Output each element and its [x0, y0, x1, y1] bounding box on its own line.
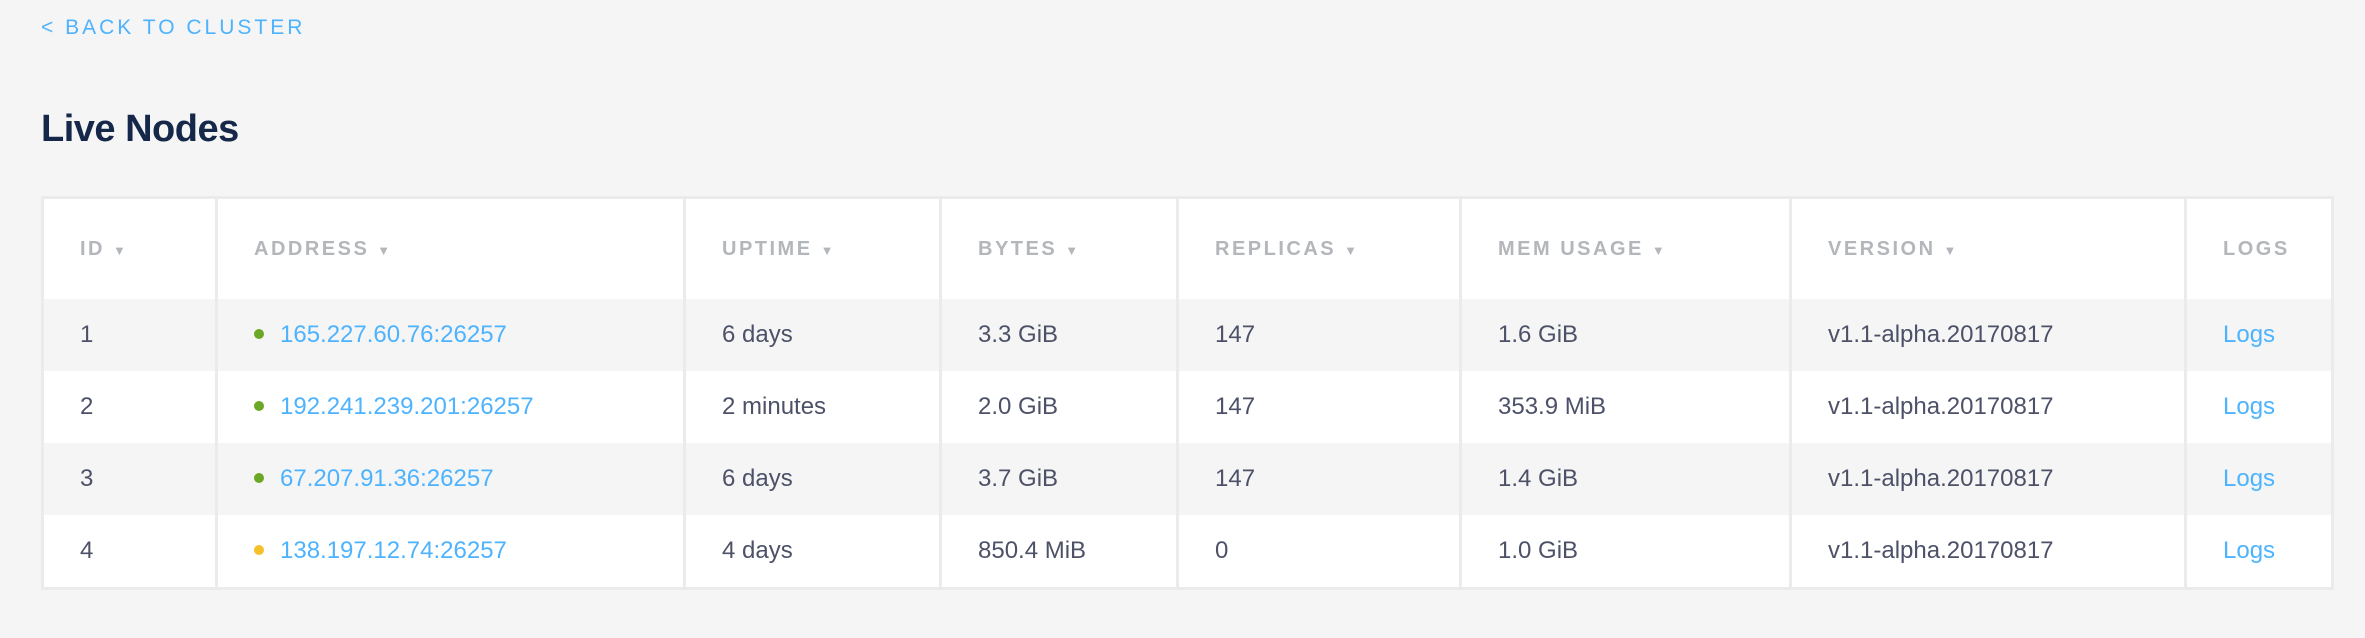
address-cell: 138.197.12.74:26257	[215, 515, 685, 589]
bytes: 3.3 GiB	[939, 299, 1178, 371]
table-row: 4 138.197.12.74:26257 4 days 850.4 MiB 0…	[43, 515, 2333, 589]
node-id: 4	[80, 537, 94, 564]
sort-arrow-icon: ▼	[113, 242, 126, 258]
column-label: MEM USAGE	[1498, 237, 1644, 260]
column-label: ID	[80, 237, 105, 260]
mem-usage: 1.6 GiB	[1459, 299, 1791, 371]
nodes-table: ID ▼ ADDRESS ▼ UPTIME ▼ BYTES ▼ REPLICAS ▼ ME…	[41, 196, 2334, 590]
column-header-logs: LOGS	[2184, 197, 2333, 299]
column-label: REPLICAS	[1215, 237, 1337, 260]
node-address-link[interactable]: 165.227.60.76:26257	[280, 321, 507, 348]
node-id: 2	[80, 393, 94, 420]
column-header-mem-usage[interactable]: MEM USAGE ▼	[1459, 197, 1791, 299]
status-dot-icon	[254, 544, 264, 555]
bytes: 850.4 MiB	[939, 515, 1178, 589]
uptime: 2 minutes	[683, 371, 941, 443]
column-header-version[interactable]: VERSION ▼	[1789, 197, 2186, 299]
node-address-link[interactable]: 67.207.91.36:26257	[280, 465, 494, 492]
logs-cell: Logs	[2184, 443, 2333, 515]
logs-cell: Logs	[2184, 371, 2333, 443]
column-label: UPTIME	[722, 237, 813, 260]
uptime: 4 days	[683, 515, 941, 589]
logs-link[interactable]: Logs	[2223, 537, 2276, 564]
node-id: 1	[42, 299, 217, 371]
mem-usage: 1.0 GiB	[1459, 515, 1791, 589]
column-header-uptime[interactable]: UPTIME ▼	[683, 197, 941, 299]
version: v1.1-alpha.20170817	[1789, 371, 2186, 443]
sort-arrow-icon: ▼	[1651, 242, 1665, 258]
address-cell: 67.207.91.36:26257	[215, 443, 685, 515]
replicas: 147	[1176, 443, 1461, 515]
node-address-link[interactable]: 192.241.239.201:26257	[280, 393, 534, 420]
table-row: 2 192.241.239.201:26257 2 minutes 2.0 Gi…	[43, 371, 2333, 443]
status-dot-icon	[254, 400, 264, 411]
logs-cell: Logs	[2184, 299, 2333, 371]
logs-link[interactable]: Logs	[2223, 321, 2276, 348]
version: v1.1-alpha.20170817	[1789, 515, 2186, 589]
replicas: 147	[1176, 299, 1461, 371]
replicas: 147	[1176, 371, 1461, 443]
version: v1.1-alpha.20170817	[1789, 299, 2186, 371]
column-label: VERSION	[1828, 237, 1936, 260]
node-id: 3	[42, 443, 217, 515]
sort-arrow-icon: ▼	[1943, 242, 1957, 258]
column-header-id[interactable]: ID ▼	[43, 198, 217, 300]
column-header-replicas[interactable]: REPLICAS ▼	[1176, 197, 1461, 299]
version: v1.1-alpha.20170817	[1789, 443, 2186, 515]
bytes: 3.7 GiB	[939, 443, 1178, 515]
status-dot-icon	[254, 328, 264, 339]
node-address-link[interactable]: 138.197.12.74:26257	[280, 537, 507, 564]
mem-usage: 1.4 GiB	[1459, 443, 1791, 515]
column-header-bytes[interactable]: BYTES ▼	[939, 197, 1178, 299]
sort-arrow-icon: ▼	[1065, 242, 1079, 258]
logs-cell: Logs	[2184, 515, 2333, 589]
address-cell: 192.241.239.201:26257	[215, 371, 685, 443]
status-dot-icon	[254, 472, 264, 483]
logs-link[interactable]: Logs	[2223, 393, 2276, 420]
table-header-row: ID ▼ ADDRESS ▼ UPTIME ▼ BYTES ▼ REPLICAS ▼ ME…	[43, 197, 2333, 300]
bytes: 2.0 GiB	[939, 371, 1178, 443]
table-row: 1 165.227.60.76:26257 6 days 3.3 GiB 147…	[42, 299, 2333, 371]
column-header-address[interactable]: ADDRESS ▼	[215, 197, 685, 299]
replicas: 0	[1176, 515, 1461, 589]
uptime: 6 days	[683, 443, 941, 515]
sort-arrow-icon: ▼	[820, 242, 834, 258]
sort-arrow-icon: ▼	[377, 242, 391, 258]
sort-arrow-icon: ▼	[1344, 242, 1357, 258]
address-cell: 165.227.60.76:26257	[215, 299, 685, 371]
logs-link[interactable]: Logs	[2223, 465, 2276, 492]
column-label: BYTES	[978, 237, 1058, 260]
column-label: ADDRESS	[254, 237, 370, 260]
column-label: LOGS	[2223, 237, 2290, 260]
back-to-cluster-link[interactable]: < BACK TO CLUSTER	[41, 16, 306, 39]
table-row: 3 67.207.91.36:26257 6 days 3.7 GiB 147 …	[42, 443, 2333, 515]
page-title: Live Nodes	[41, 108, 239, 150]
uptime: 6 days	[683, 299, 941, 371]
mem-usage: 353.9 MiB	[1459, 371, 1791, 443]
